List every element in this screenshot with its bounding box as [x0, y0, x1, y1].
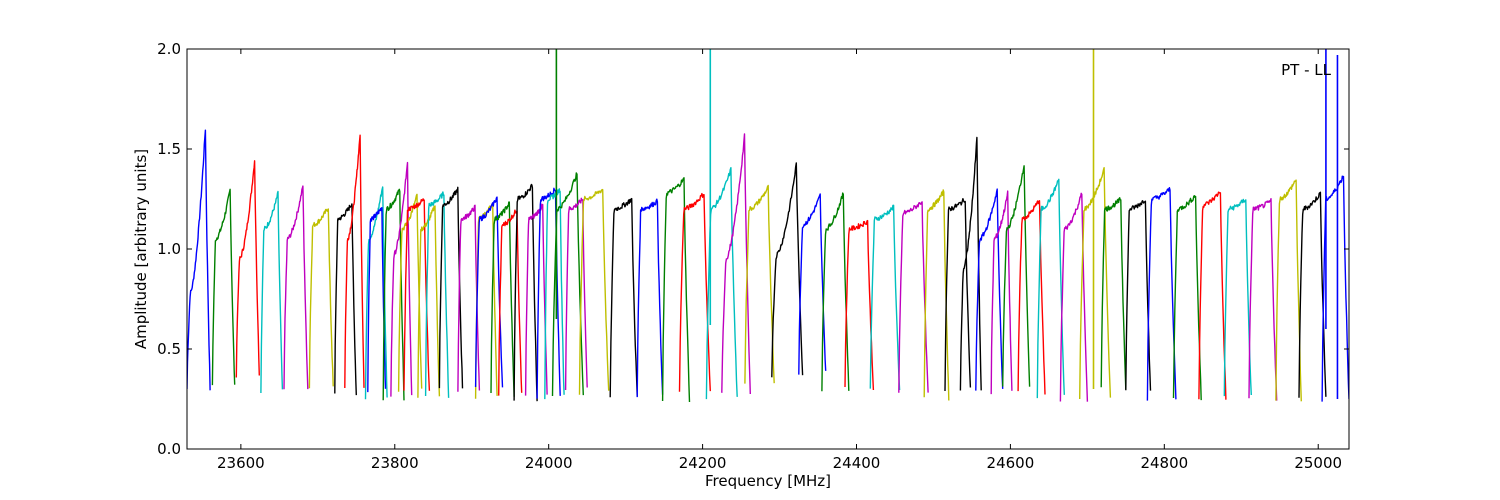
spectrum-segment-33 — [678, 192, 711, 392]
spectrum-segment-61 — [1298, 191, 1327, 398]
spectrum-segment-7 — [334, 203, 357, 396]
x-tick-label: 24600 — [987, 454, 1035, 472]
plot-background — [187, 49, 1349, 449]
y-tick-label: 0.0 — [157, 440, 181, 458]
spectrum-segment-27 — [551, 172, 584, 397]
spectrum-segment-35 — [721, 133, 751, 395]
spectrum-segment-21 — [490, 201, 515, 397]
spectrum-segment-53 — [1100, 197, 1127, 390]
spectrum-segment-47 — [990, 190, 1013, 395]
y-tick-label: 1.0 — [157, 240, 181, 258]
spectrum-segment-50 — [1036, 178, 1065, 399]
x-tick-label: 24800 — [1140, 454, 1188, 472]
spectrum-segment-29 — [578, 188, 610, 395]
spectrum-segment-36 — [744, 184, 775, 384]
spectrum-segment-13 — [397, 193, 423, 392]
spectrum-segment-41 — [869, 204, 901, 391]
spectrum-segment-4 — [260, 190, 284, 394]
y-tick-label: 1.5 — [157, 140, 181, 158]
spectrum-segment-5 — [283, 185, 309, 390]
spectrum-segment-43 — [923, 189, 950, 401]
spectrum-segment-32 — [661, 177, 691, 403]
spectrum-segment-45 — [959, 136, 982, 391]
spectrum-segment-1 — [187, 129, 211, 391]
x-axis-label: Frequency [MHz] — [705, 472, 831, 490]
spectrum-segment-44 — [944, 197, 972, 392]
spectrum-segment-14 — [403, 198, 431, 391]
x-tick-label: 24000 — [525, 454, 573, 472]
ticks-layer: 23600 23800 24000 24200 24400 24600 24800 25000… — [157, 40, 1349, 472]
y-axis-label: Amplitude [arbitrary units] — [132, 149, 150, 349]
spectrum-segment-54 — [1125, 200, 1152, 391]
spectrum-segment-42 — [898, 201, 929, 393]
spectrum-segment-22 — [498, 209, 523, 396]
spectrum-segment-39 — [821, 192, 850, 392]
spectrum-segment-10 — [367, 206, 387, 393]
spectrum-segment-18 — [457, 204, 481, 392]
spectrum-segment-23 — [513, 183, 538, 402]
spectrum-segment-57 — [1198, 191, 1227, 400]
spectrum-segment-8 — [344, 134, 365, 389]
spectrum-segment-6 — [308, 208, 334, 389]
spectrum-segment-17 — [438, 186, 464, 389]
spectrum-segment-3 — [235, 160, 260, 378]
spectrum-segment-24 — [524, 203, 548, 396]
annotation-label: PT - LL — [1281, 61, 1332, 79]
spectrum-segment-37 — [771, 162, 804, 378]
spectrum-segment-34 — [705, 166, 738, 400]
spectrum-segment-55 — [1146, 186, 1177, 401]
x-tick-label: 24200 — [679, 454, 727, 472]
y-tick-label: 2.0 — [157, 40, 181, 58]
spectrum-segment-11 — [382, 188, 405, 401]
spectrum-segment-59 — [1248, 197, 1278, 401]
x-tick-label: 25000 — [1294, 454, 1342, 472]
series-layer — [187, 49, 1349, 403]
spectrum-segment-9 — [364, 186, 388, 400]
spectrum-segment-2 — [211, 188, 236, 386]
spectrum-segment-60 — [1275, 179, 1302, 402]
spectrum-segment-26 — [544, 188, 565, 400]
spectrum-segment-30 — [609, 197, 638, 398]
spectrum-segment-56 — [1172, 194, 1202, 401]
y-tick-label: 0.5 — [157, 340, 181, 358]
x-tick-label: 23600 — [217, 454, 265, 472]
spectrum-segment-58 — [1223, 198, 1252, 397]
spectrum-segment-38 — [798, 193, 827, 375]
spectrum-segment-52 — [1079, 166, 1112, 400]
x-tick-label: 24400 — [833, 454, 881, 472]
spectrum-segment-46 — [975, 188, 1004, 391]
spectrum-segment-16 — [424, 191, 450, 398]
spectrum-segment-28 — [564, 197, 588, 391]
x-tick-label: 23800 — [371, 454, 419, 472]
spectrum-segment-20 — [474, 196, 504, 388]
spectrum-segment-48 — [1002, 165, 1031, 387]
spectrum-segment-40 — [844, 219, 875, 391]
spectrum-segment-31 — [636, 198, 664, 398]
